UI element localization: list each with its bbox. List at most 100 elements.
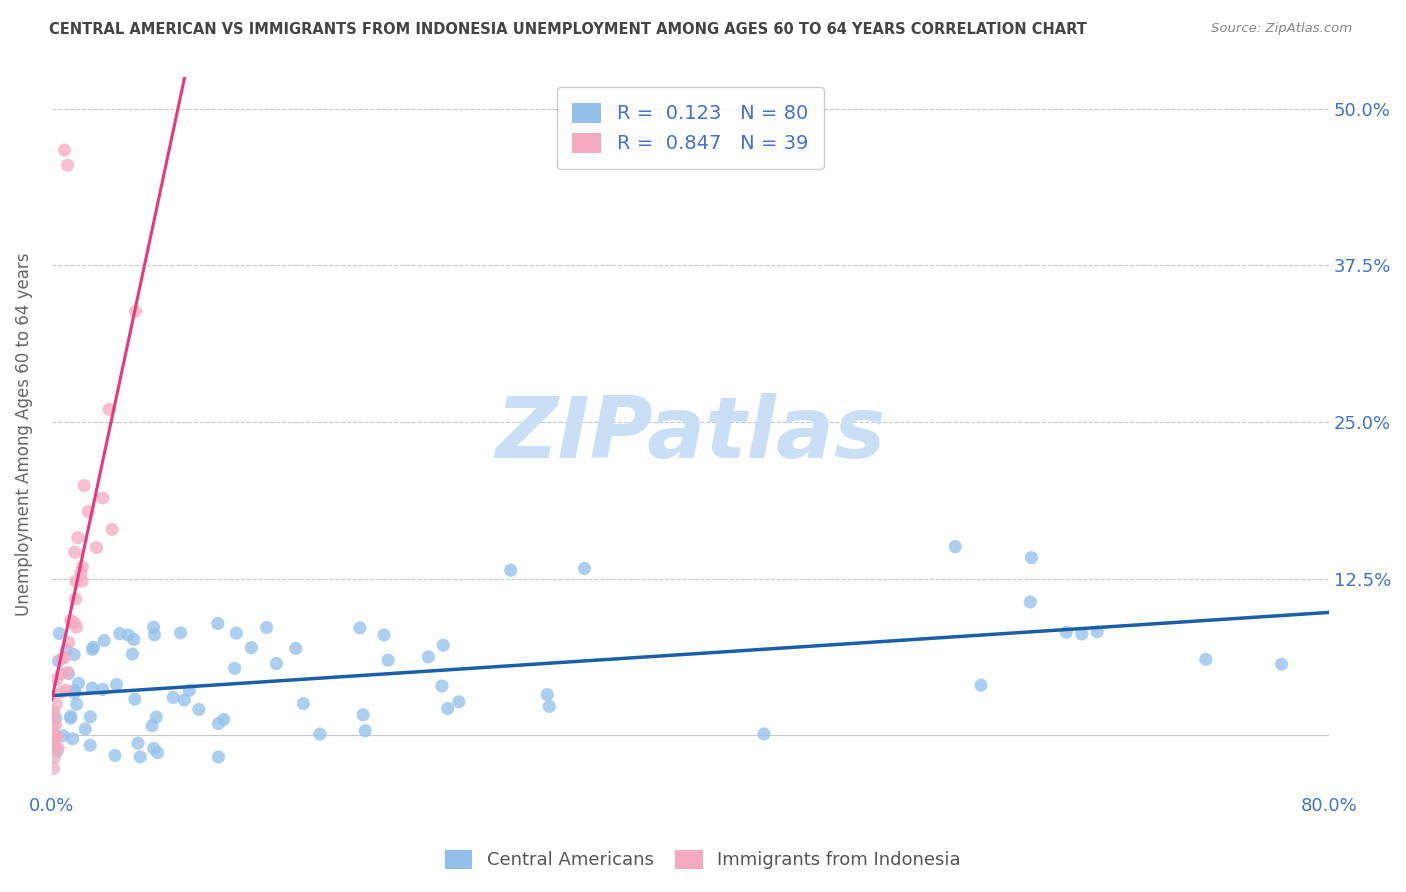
Point	[377, 653, 399, 667]
Point	[86, 541, 108, 555]
Point	[266, 657, 288, 671]
Point	[44, 717, 66, 731]
Point	[45, 711, 67, 725]
Point	[44, 750, 66, 764]
Point	[98, 402, 121, 417]
Point	[58, 635, 80, 649]
Point	[42, 707, 65, 722]
Point	[240, 640, 263, 655]
Text: ZIPatlas: ZIPatlas	[495, 393, 886, 476]
Point	[207, 716, 229, 731]
Point	[121, 647, 143, 661]
Point	[45, 697, 67, 711]
Point	[309, 727, 332, 741]
Point	[82, 681, 104, 695]
Point	[67, 676, 90, 690]
Point	[79, 739, 101, 753]
Point	[56, 665, 79, 680]
Point	[292, 697, 315, 711]
Point	[349, 621, 371, 635]
Point	[65, 620, 87, 634]
Point	[53, 650, 76, 665]
Point	[1019, 595, 1042, 609]
Point	[142, 741, 165, 756]
Point	[145, 710, 167, 724]
Point	[1054, 625, 1077, 640]
Point	[418, 649, 440, 664]
Point	[943, 540, 966, 554]
Point	[430, 679, 453, 693]
Point	[373, 628, 395, 642]
Point	[207, 750, 229, 764]
Point	[574, 561, 596, 575]
Point	[59, 709, 82, 723]
Point	[169, 626, 191, 640]
Point	[536, 688, 558, 702]
Point	[122, 632, 145, 647]
Point	[1085, 624, 1108, 639]
Point	[63, 615, 86, 630]
Text: CENTRAL AMERICAN VS IMMIGRANTS FROM INDONESIA UNEMPLOYMENT AMONG AGES 60 TO 64 Y: CENTRAL AMERICAN VS IMMIGRANTS FROM INDO…	[49, 22, 1087, 37]
Point	[42, 762, 65, 776]
Point	[59, 711, 82, 725]
Point	[91, 682, 114, 697]
Point	[51, 666, 73, 681]
Point	[256, 620, 278, 634]
Point	[129, 749, 152, 764]
Point	[124, 304, 146, 318]
Point	[42, 739, 65, 753]
Point	[75, 722, 97, 736]
Point	[48, 626, 70, 640]
Point	[436, 701, 458, 715]
Point	[127, 736, 149, 750]
Point	[1195, 652, 1218, 666]
Point	[284, 641, 307, 656]
Point	[1270, 657, 1292, 672]
Point	[143, 628, 166, 642]
Point	[42, 740, 65, 755]
Point	[51, 652, 73, 666]
Point	[55, 683, 77, 698]
Point	[141, 719, 163, 733]
Point	[66, 531, 89, 545]
Point	[224, 661, 246, 675]
Point	[63, 648, 86, 662]
Point	[65, 574, 87, 589]
Point	[82, 640, 104, 655]
Point	[82, 642, 104, 657]
Point	[93, 633, 115, 648]
Point	[45, 673, 67, 687]
Point	[354, 723, 377, 738]
Point	[101, 522, 124, 536]
Point	[146, 746, 169, 760]
Point	[108, 626, 131, 640]
Point	[447, 695, 470, 709]
Point	[91, 491, 114, 505]
Point	[207, 616, 229, 631]
Point	[1021, 550, 1043, 565]
Point	[66, 697, 89, 711]
Point	[70, 574, 93, 589]
Point	[42, 704, 65, 718]
Point	[48, 654, 70, 668]
Point	[212, 713, 235, 727]
Point	[352, 707, 374, 722]
Y-axis label: Unemployment Among Ages 60 to 64 years: Unemployment Among Ages 60 to 64 years	[15, 252, 32, 616]
Point	[42, 722, 65, 736]
Point	[499, 563, 522, 577]
Point	[55, 643, 77, 657]
Point	[56, 158, 79, 172]
Point	[63, 686, 86, 700]
Point	[72, 559, 94, 574]
Point	[52, 729, 75, 743]
Legend: R =  0.123   N = 80, R =  0.847   N = 39: R = 0.123 N = 80, R = 0.847 N = 39	[557, 87, 824, 169]
Point	[58, 666, 80, 681]
Point	[104, 748, 127, 763]
Point	[179, 683, 201, 698]
Point	[538, 699, 561, 714]
Point	[73, 478, 96, 492]
Point	[79, 710, 101, 724]
Point	[225, 626, 247, 640]
Point	[44, 728, 66, 742]
Point	[65, 592, 87, 607]
